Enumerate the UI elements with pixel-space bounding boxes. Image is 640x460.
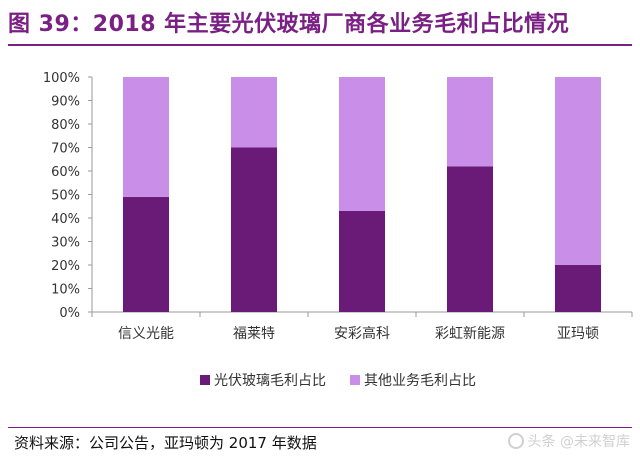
chart-tick-labels: 0% 10% 20% 30% 40% 50% 60% 70% 80% 90% 100% 信义光能 福莱特… (43, 71, 599, 342)
legend-swatch (350, 375, 360, 385)
y-tick-label: 50% (51, 189, 80, 204)
chart-legend: 光伏玻璃毛利占比 其他业务毛利占比 (200, 372, 476, 389)
x-tick-label: 信义光能 (118, 326, 174, 342)
watermark-text: 头条 @未来智库 (527, 434, 630, 450)
bar-segment-2 (339, 77, 385, 211)
x-tick-label: 安彩高科 (334, 325, 390, 342)
y-tick-label: 30% (51, 236, 80, 251)
chart-bars (123, 77, 601, 312)
y-tick-label: 20% (51, 259, 80, 274)
bar-segment-1 (339, 210, 385, 312)
legend-swatch (200, 375, 210, 385)
title-divider (8, 44, 632, 46)
bar-segment-2 (123, 77, 169, 197)
watermark: 头条 @未来智库 (507, 430, 630, 452)
legend-label: 光伏玻璃毛利占比 (214, 372, 326, 389)
stacked-bar-chart: 0% 10% 20% 30% 40% 50% 60% 70% 80% 90% 100% 信义光能 福莱特… (43, 71, 633, 389)
y-tick-label: 70% (51, 142, 80, 157)
bar-segment-1 (231, 147, 277, 312)
bar-segment-2 (447, 77, 493, 167)
y-tick-label: 0% (59, 306, 80, 321)
bar-segment-2 (555, 77, 601, 265)
legend-label: 其他业务毛利占比 (364, 373, 476, 389)
x-tick-label: 彩虹新能源 (435, 326, 505, 342)
source-note: 资料来源：公司公告，亚玛顿为 2017 年数据 (14, 434, 317, 452)
chart-title: 图 39：2018 年主要光伏玻璃厂商各业务毛利占比情况 (8, 12, 570, 37)
footer-divider (8, 427, 632, 428)
y-tick-label: 80% (51, 118, 80, 133)
y-tick-label: 40% (51, 212, 80, 227)
x-tick-label: 福莱特 (233, 326, 275, 342)
y-tick-label: 60% (51, 165, 80, 180)
bar-segment-1 (123, 196, 169, 312)
y-tick-label: 10% (51, 283, 80, 298)
bar-segment-1 (555, 265, 601, 312)
chat-bubble-icon (507, 433, 524, 449)
bar-segment-2 (231, 77, 277, 148)
y-tick-label: 100% (43, 71, 80, 86)
bar-segment-1 (447, 166, 493, 312)
y-tick-label: 90% (51, 95, 80, 110)
x-tick-label: 亚玛顿 (557, 326, 599, 342)
